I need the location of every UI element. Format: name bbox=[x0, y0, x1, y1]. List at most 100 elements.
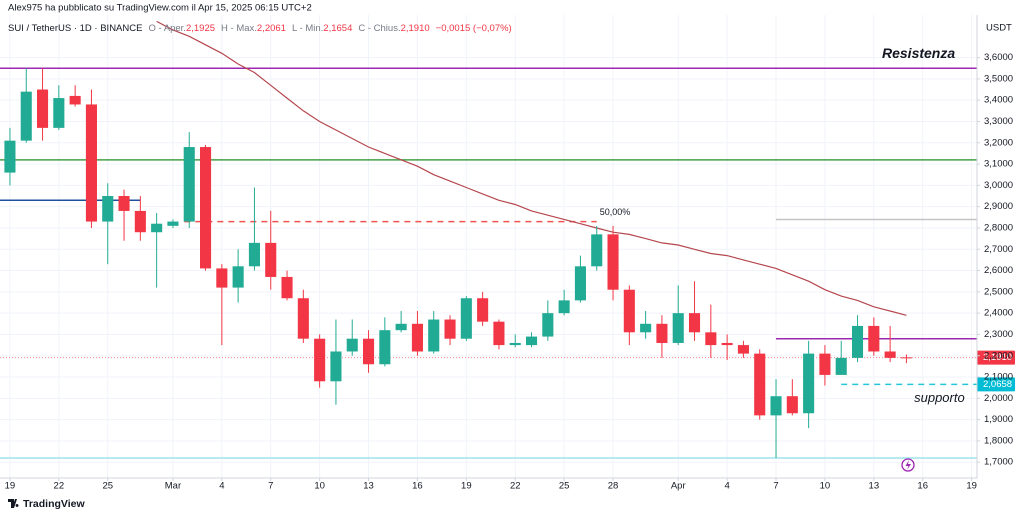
candle-body bbox=[525, 336, 538, 346]
y-tick-label: 1,7000 bbox=[984, 457, 1013, 468]
x-tick-label: 10 bbox=[820, 481, 831, 492]
x-tick-label: 13 bbox=[363, 481, 374, 492]
quote-label: H - Max. bbox=[221, 23, 257, 34]
candle-body bbox=[542, 313, 554, 337]
x-tick-label: Mar bbox=[165, 481, 181, 492]
x-tick-label: 25 bbox=[102, 481, 113, 492]
candle-body bbox=[395, 323, 407, 331]
candle-body bbox=[444, 319, 456, 339]
x-tick-label: 19 bbox=[966, 481, 977, 492]
candle-body bbox=[199, 147, 212, 269]
y-tick-label: 2,6000 bbox=[984, 265, 1013, 276]
x-tick-label: 10 bbox=[314, 481, 325, 492]
candle-body bbox=[118, 196, 130, 211]
y-tick-label: 3,2000 bbox=[984, 137, 1013, 148]
candle-body bbox=[4, 140, 16, 173]
candle-body bbox=[330, 351, 342, 382]
y-tick-label: 2,4000 bbox=[984, 308, 1013, 319]
candle-body bbox=[167, 221, 179, 226]
candle-body bbox=[688, 313, 701, 333]
x-tick-label: 7 bbox=[773, 481, 778, 492]
y-tick-label: 1,9000 bbox=[984, 414, 1013, 425]
y-tick-label: 1,8000 bbox=[984, 435, 1013, 446]
x-tick-label: 13 bbox=[869, 481, 880, 492]
candle-body bbox=[607, 234, 619, 290]
quote-label: C - Chius. bbox=[358, 23, 400, 34]
y-tick-label: 2,5000 bbox=[984, 286, 1013, 297]
quote-value: 2,1910 bbox=[401, 23, 430, 34]
x-tick-label: 19 bbox=[461, 481, 472, 492]
candle-body bbox=[574, 266, 586, 301]
candle-body bbox=[151, 223, 163, 233]
quote-value: 2,1654 bbox=[323, 23, 352, 34]
y-tick-label: 2,9000 bbox=[984, 201, 1013, 212]
candle-body bbox=[37, 89, 49, 128]
x-tick-label: 7 bbox=[268, 481, 273, 492]
header-band bbox=[0, 0, 1024, 15]
y-tick-label: 3,3000 bbox=[984, 116, 1013, 127]
x-tick-label: 16 bbox=[412, 481, 423, 492]
publisher: Alex975 ha pubblicato su TradingView.com… bbox=[8, 3, 312, 14]
level-label: Resistenza bbox=[882, 45, 955, 61]
candle-body bbox=[803, 353, 815, 414]
quote-label: L - Min. bbox=[292, 23, 323, 34]
candle-body bbox=[770, 396, 782, 416]
candle-body bbox=[102, 196, 114, 222]
candle-body bbox=[428, 319, 440, 352]
price-label: 2,1910 bbox=[983, 352, 1012, 363]
candle-body bbox=[69, 95, 81, 105]
y-tick-label: 3,0000 bbox=[984, 180, 1013, 191]
plot: Resistenza 50,00% supporto bbox=[0, 20, 977, 459]
candle-body bbox=[591, 234, 603, 267]
candle-body bbox=[232, 266, 244, 288]
candle-body bbox=[183, 147, 195, 222]
candle-body bbox=[460, 298, 472, 339]
candle-body bbox=[672, 313, 684, 343]
candle-body bbox=[379, 330, 391, 365]
alert-icon bbox=[901, 458, 915, 472]
x-tick-label: 22 bbox=[54, 481, 65, 492]
y-tick-label: 2,3000 bbox=[984, 329, 1013, 340]
quote-value: 2,2061 bbox=[257, 23, 286, 34]
symbol: SUI / TetherUS · 1D · BINANCE bbox=[8, 23, 142, 34]
candle-body bbox=[346, 338, 358, 352]
candle-body bbox=[216, 268, 228, 288]
level-label: 50,00% bbox=[600, 207, 631, 217]
brand: TradingView bbox=[23, 498, 85, 510]
x-tick-label: 16 bbox=[917, 481, 928, 492]
candle-body bbox=[248, 242, 260, 267]
y-tick-label: 3,6000 bbox=[984, 52, 1013, 63]
y-tick-label: 3,1000 bbox=[984, 159, 1013, 170]
y-tick-label: 2,1000 bbox=[984, 372, 1013, 383]
price-label-box bbox=[977, 350, 1015, 365]
candle-body bbox=[623, 289, 635, 333]
x-tick-label: 25 bbox=[559, 481, 570, 492]
level-label: supporto bbox=[914, 390, 965, 405]
y-tick-label: 2,7000 bbox=[984, 244, 1013, 255]
x-tick-label: 4 bbox=[219, 481, 224, 492]
candle-body bbox=[265, 242, 277, 277]
candle-body bbox=[85, 104, 97, 222]
candle-body bbox=[297, 298, 309, 339]
candle-body bbox=[786, 396, 798, 414]
candle-body bbox=[53, 98, 65, 128]
brand-logo bbox=[8, 499, 19, 508]
candle-body bbox=[884, 351, 896, 358]
candle-body bbox=[721, 342, 733, 346]
candle-body bbox=[411, 323, 423, 352]
y-unit: USDT bbox=[986, 23, 1012, 34]
candle-body bbox=[900, 357, 912, 359]
candle-body bbox=[656, 323, 668, 343]
quote-value: 2,1925 bbox=[186, 23, 215, 34]
y-tick-label: 2,2000 bbox=[984, 350, 1013, 361]
candle-body bbox=[281, 276, 293, 299]
symbol-line: SUI / TetherUS · 1D · BINANCE O - Aper.2,… bbox=[8, 23, 512, 34]
candle-body bbox=[493, 321, 505, 346]
price-label: 2,0658 bbox=[983, 379, 1012, 390]
candle-body bbox=[20, 91, 32, 141]
candle-body bbox=[819, 353, 831, 375]
candle-body bbox=[705, 332, 717, 346]
change: −0,0015 (−0,07%) bbox=[436, 23, 512, 34]
